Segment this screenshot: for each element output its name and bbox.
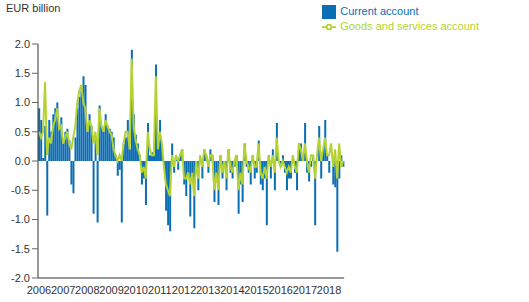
- svg-text:2014: 2014: [220, 284, 244, 296]
- svg-text:2009: 2009: [99, 284, 123, 296]
- svg-text:2015: 2015: [244, 284, 268, 296]
- svg-text:2016: 2016: [268, 284, 292, 296]
- svg-text:-1.0: -1.0: [11, 213, 30, 225]
- svg-text:2013: 2013: [196, 284, 220, 296]
- html-text:EUR billion: EUR billion: [6, 2, 61, 14]
- svg-text:0.5: 0.5: [15, 126, 30, 138]
- svg-text:2012: 2012: [172, 284, 196, 296]
- svg-text:0.0: 0.0: [15, 155, 30, 167]
- svg-text:-0.5: -0.5: [11, 184, 30, 196]
- html-text:Goods and services account: Goods and services account: [340, 20, 479, 33]
- svg-text:2018: 2018: [317, 284, 341, 296]
- svg-text:2008: 2008: [75, 284, 99, 296]
- svg-text:2006: 2006: [27, 284, 51, 296]
- svg-text:2011: 2011: [148, 284, 172, 296]
- svg-text:2010: 2010: [123, 284, 147, 296]
- svg-text:1.5: 1.5: [15, 67, 30, 79]
- svg-text:2.0: 2.0: [15, 38, 30, 50]
- svg-text:1.0: 1.0: [15, 96, 30, 108]
- svg-text:2017: 2017: [293, 284, 317, 296]
- svg-text:-1.5: -1.5: [11, 243, 30, 255]
- svg-text:-2.0: -2.0: [11, 272, 30, 284]
- svg-text:2007: 2007: [51, 284, 75, 296]
- html-text:Current account: Current account: [340, 5, 419, 17]
